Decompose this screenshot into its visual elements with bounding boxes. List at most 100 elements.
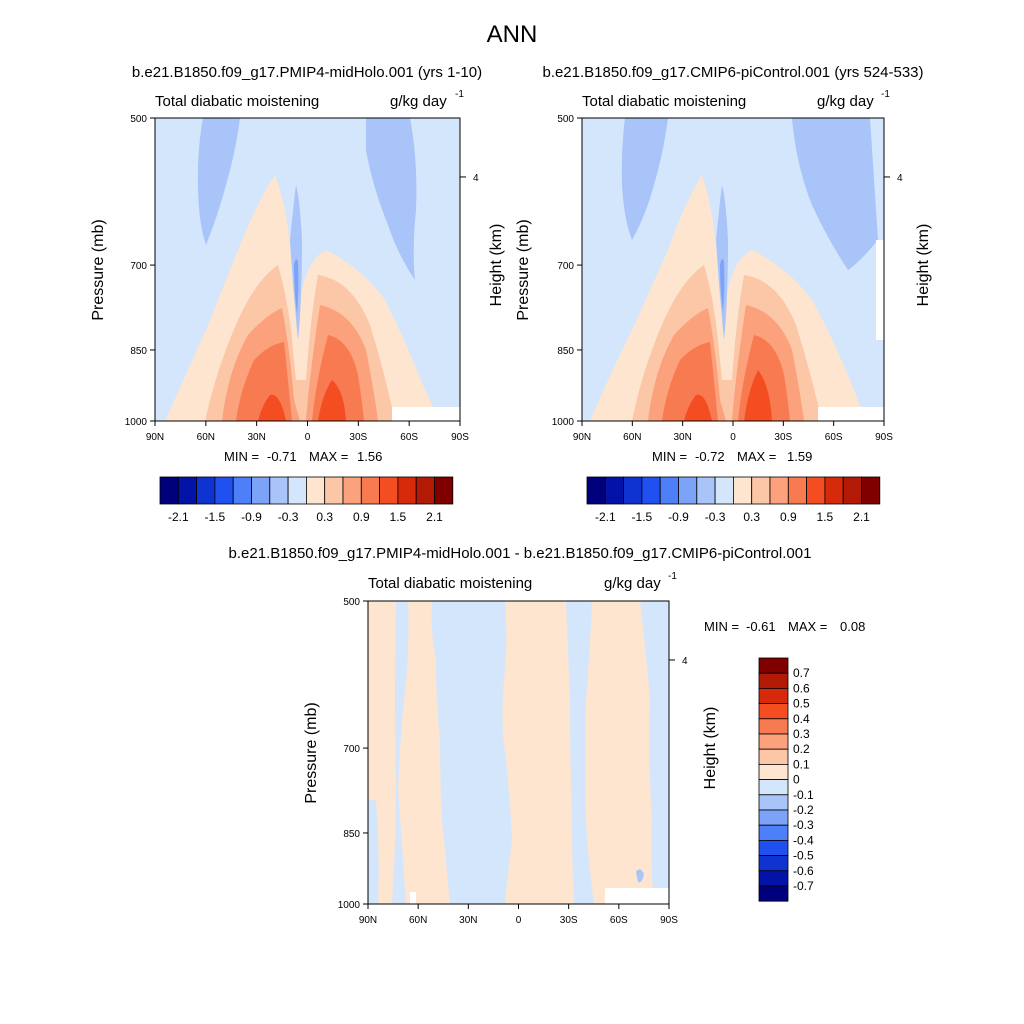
control-colorbar-swatch	[696, 476, 716, 505]
difference-colorbar: 0.70.6 0.50.40.30.20.1 0-0.1-0.2-0.3-0.4 -0…	[758, 657, 814, 902]
test-colorbar-swatch	[177, 476, 198, 505]
control-y-tick-label: 700	[557, 261, 574, 272]
difference-contour-neg-2	[431, 601, 512, 904]
control-colorbar-label: -1.5	[632, 510, 653, 524]
test-colorbar-swatch	[379, 476, 399, 505]
control-axis-ticks: 90N 60N 30N 0 30S 60S 90S 500 700 850 1000 4	[552, 114, 903, 443]
difference-min-value: -0.61	[746, 619, 776, 634]
difference-colorbar-swatch	[758, 855, 789, 872]
control-colorbar: -2.1 -1.5 -0.9 -0.3 0.3 0.9 1.5 2.1	[586, 476, 881, 524]
control-height-tick-label: 4	[897, 173, 903, 184]
test-x-tick-label: 60N	[197, 432, 215, 443]
difference-contour-neg-4	[368, 800, 379, 904]
difference-colorbar-label: 0.5	[793, 697, 810, 711]
difference-y-tick-label: 700	[343, 744, 360, 755]
difference-colorbar-label: -0.3	[793, 818, 814, 832]
test-colorbar: -2.1 -1.5 -0.9 -0.3 0.3 0.9 1.5 2.1	[159, 476, 454, 524]
difference-ylabel-left: Pressure (mb)	[303, 702, 320, 803]
control-colorbar-swatch	[751, 476, 771, 505]
control-colorbar-swatch	[623, 476, 643, 505]
control-contour-pos-5b	[744, 370, 772, 421]
control-colorbar-swatch	[604, 476, 624, 505]
difference-colorbar-swatch	[758, 703, 789, 720]
difference-colorbar-label: -0.1	[793, 788, 814, 802]
control-max-label: MAX =	[737, 449, 776, 464]
control-max-value: 1.59	[787, 449, 812, 464]
difference-colorbar-label: 0.7	[793, 666, 810, 680]
control-panel: Total diabatic moistening g/kg day -1 90…	[515, 89, 932, 524]
difference-contour-neg-3	[566, 601, 594, 904]
test-contour-field	[155, 118, 460, 421]
difference-colorbar-swatch	[758, 824, 789, 841]
test-y-tick-label: 850	[130, 346, 147, 357]
control-contour-field	[582, 118, 884, 421]
control-min-label: MIN =	[652, 449, 687, 464]
control-colorbar-swatch	[824, 476, 844, 505]
difference-height-tick-label: 4	[682, 656, 688, 667]
test-x-tick-label: 90S	[451, 432, 469, 443]
test-colorbar-swatch	[214, 476, 234, 505]
test-case-title: b.e21.B1850.f09_g17.PMIP4-midHolo.001 (y…	[132, 64, 482, 81]
test-variable-label: Total diabatic moistening	[155, 93, 319, 110]
control-x-tick-label: 30S	[774, 432, 792, 443]
control-colorbar-swatch	[787, 476, 807, 505]
test-x-tick-label: 60S	[400, 432, 418, 443]
test-colorbar-swatch	[397, 476, 417, 505]
test-ylabel-right: Height (km)	[488, 224, 505, 307]
control-contour-neg-left	[621, 118, 668, 240]
difference-colorbar-swatch	[758, 885, 789, 902]
control-colorbar-label: -0.9	[668, 510, 689, 524]
difference-x-tick-label: 30N	[459, 915, 477, 926]
difference-x-tick-label: 0	[516, 915, 522, 926]
figure-title: ANN	[487, 21, 538, 48]
difference-colorbar-swatch	[758, 657, 789, 674]
control-min-value: -0.72	[695, 449, 725, 464]
difference-colorbar-label: 0.1	[793, 757, 810, 771]
control-colorbar-swatch	[769, 476, 789, 505]
test-colorbar-swatch	[305, 476, 326, 505]
control-colorbar-label: 2.1	[853, 510, 870, 524]
control-y-tick-label: 1000	[552, 417, 575, 428]
test-colorbar-label: 1.5	[390, 510, 407, 524]
difference-missing-patch	[605, 888, 669, 904]
difference-x-tick-label: 90N	[359, 915, 377, 926]
difference-y-tick-label: 500	[343, 597, 360, 608]
test-colorbar-swatch	[251, 476, 271, 505]
test-height-tick-label: 4	[473, 173, 479, 184]
difference-colorbar-label: 0.3	[793, 727, 810, 741]
difference-contour-field	[368, 601, 669, 904]
difference-colorbar-swatch	[758, 840, 789, 857]
difference-colorbar-swatch	[758, 809, 789, 826]
test-colorbar-label: -2.1	[168, 510, 189, 524]
control-missing-patch	[818, 407, 884, 421]
test-contour-neg-right	[366, 118, 417, 280]
test-contour-pos-5	[258, 394, 286, 421]
difference-colorbar-label: -0.2	[793, 803, 814, 817]
difference-colorbar-label: -0.6	[793, 864, 814, 878]
test-colorbar-swatch	[360, 476, 380, 505]
test-colorbar-swatch	[342, 476, 362, 505]
test-colorbar-swatch	[415, 476, 435, 505]
test-y-tick-label: 700	[130, 261, 147, 272]
control-colorbar-swatch	[806, 476, 826, 505]
control-x-tick-label: 30N	[673, 432, 691, 443]
difference-axis-ticks: 90N 60N 30N 0 30S 60S 90S 500 700 850 1000 4	[338, 597, 688, 926]
difference-min-label: MIN =	[704, 619, 739, 634]
control-colorbar-swatch	[641, 476, 661, 505]
difference-title: b.e21.B1850.f09_g17.PMIP4-midHolo.001 - …	[229, 545, 812, 562]
control-units-label: g/kg day	[817, 93, 874, 110]
control-case-title: b.e21.B1850.f09_g17.CMIP6-piControl.001 …	[542, 64, 923, 81]
difference-colorbar-swatch	[758, 733, 789, 750]
difference-colorbar-label: 0.4	[793, 712, 810, 726]
difference-colorbar-label: 0	[793, 773, 800, 787]
difference-colorbar-label: 0.2	[793, 742, 810, 756]
test-min-label: MIN =	[224, 449, 259, 464]
control-colorbar-label: 0.3	[743, 510, 760, 524]
test-colorbar-swatch	[196, 476, 216, 505]
difference-x-tick-label: 60N	[409, 915, 427, 926]
test-max-label: MAX =	[309, 449, 348, 464]
control-colorbar-label: -2.1	[595, 510, 616, 524]
control-colorbar-label: -0.3	[705, 510, 726, 524]
test-contour-neg-eq-2	[294, 259, 299, 315]
